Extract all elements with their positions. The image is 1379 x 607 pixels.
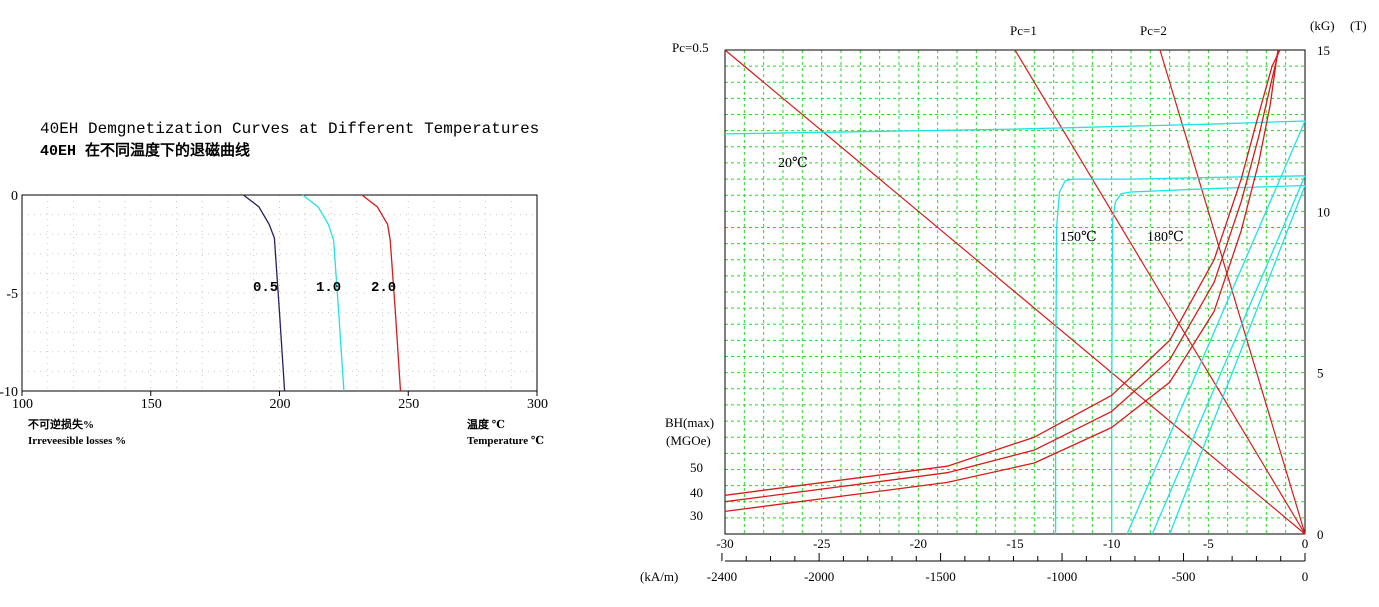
- bh-value-label: 40: [690, 485, 703, 500]
- right-y-unit-t: (T): [1350, 18, 1367, 33]
- temperature-label: 20℃: [778, 156, 808, 171]
- load-line-Pc=2: [1159, 49, 1306, 535]
- right-y-unit-kg: (kG): [1310, 18, 1335, 33]
- demagnetization-curves-chart: Pc=0.5 Pc=1 Pc=2 -30 -25 -20 -15 -10 -5 0 -2400 -2…: [640, 18, 1367, 584]
- right-x-tick-label: 0: [1302, 536, 1309, 551]
- second-x-tick-label: -500: [1172, 569, 1196, 584]
- right-series-line: [1054, 175, 1306, 534]
- right-ticks: -30 -25 -20 -15 -10 -5 0 -2400 -2000 -1500 -1000 -5…: [640, 18, 1367, 584]
- left-series-line-0.5: [243, 194, 286, 392]
- right-series-line: [1111, 184, 1306, 534]
- left-series-label: 0.5: [253, 280, 278, 296]
- title-cn: 40EH 在不同温度下的退磁曲线: [40, 141, 250, 160]
- bh-max-unit: (MGOe): [666, 433, 711, 448]
- left-y-label-cn: 不可逆损失%: [28, 417, 94, 431]
- left-x-label-en: Temperature ℃: [467, 435, 544, 447]
- load-line-label: Pc=2: [1140, 23, 1167, 38]
- second-x-tick-label: -2000: [804, 569, 834, 584]
- title-en: 40EH Demgnetization Curves at Different …: [40, 120, 539, 138]
- left-series-group: 0.5 1.0 2.0: [243, 194, 402, 392]
- left-x-tick-label: 100: [12, 397, 33, 412]
- right-series-line: [1151, 175, 1306, 535]
- left-x-label-cn: 温度 ℃: [467, 417, 505, 431]
- second-x-tick-label: 0: [1302, 569, 1309, 584]
- left-series-line-1.0: [302, 194, 345, 392]
- right-y-tick-label: 15: [1317, 43, 1330, 58]
- right-x-tick-label: -15: [1006, 536, 1023, 551]
- right-x-tick-label: -10: [1103, 536, 1120, 551]
- left-x-tick-label: 250: [398, 397, 419, 412]
- bh-value-label: 30: [690, 508, 703, 523]
- left-series-label: 1.0: [316, 280, 341, 296]
- second-x-axis-unit: (kA/m): [640, 569, 678, 584]
- load-line-label: Pc=0.5: [672, 40, 709, 55]
- left-y-tick-label: -5: [6, 287, 18, 302]
- temperature-label: 180℃: [1147, 230, 1184, 245]
- right-y-tick-label: 10: [1317, 204, 1330, 219]
- right-series-line: [724, 49, 1279, 513]
- irreversible-loss-chart: 0.5 1.0 2.0 100 150 200 250 300 0 -5 -10 不可逆损失% I…: [0, 189, 548, 447]
- right-x-tick-label: -20: [910, 536, 927, 551]
- right-series-line: [724, 49, 1280, 503]
- right-labels: BH(max) (MGOe) 50 40 30 20℃ 150℃ 180℃: [665, 156, 1184, 523]
- bh-max-label: BH(max): [665, 415, 714, 430]
- second-x-tick-label: -1000: [1047, 569, 1077, 584]
- right-x-tick-label: -30: [716, 536, 733, 551]
- left-series-label: 2.0: [371, 280, 396, 296]
- right-y-tick-label: 0: [1317, 527, 1324, 542]
- load-line-label: Pc=1: [1010, 23, 1037, 38]
- load-line-Pc=1: [1014, 49, 1306, 535]
- right-y-tick-label: 5: [1317, 366, 1324, 381]
- bh-value-label: 50: [690, 460, 703, 475]
- load-line-Pc=0.5: [724, 49, 1306, 535]
- left-x-tick-label: 200: [270, 397, 291, 412]
- load-lines-group: Pc=0.5 Pc=1 Pc=2: [672, 23, 1306, 535]
- second-x-tick-label: -1500: [925, 569, 955, 584]
- right-x-tick-label: -25: [813, 536, 830, 551]
- left-plot-frame: [21, 194, 538, 392]
- left-series-line-2.0: [361, 194, 402, 392]
- left-ticks: 100 150 200 250 300 0 -5 -10: [0, 189, 548, 412]
- right-series-line: [1126, 120, 1306, 535]
- left-y-tick-label: 0: [11, 189, 18, 204]
- temperature-label: 150℃: [1060, 230, 1097, 245]
- left-x-tick-label: 150: [141, 397, 162, 412]
- right-series-group: [724, 49, 1306, 535]
- right-series-line: [1169, 185, 1306, 535]
- left-y-label-en: Irreveesible losses %: [28, 435, 126, 447]
- right-x-tick-label: -5: [1203, 536, 1214, 551]
- left-y-tick-label: -10: [0, 385, 18, 400]
- left-grid: [22, 195, 537, 391]
- left-x-tick-label: 300: [527, 397, 548, 412]
- second-x-tick-label: -2400: [707, 569, 737, 584]
- right-series-line: [724, 49, 1281, 496]
